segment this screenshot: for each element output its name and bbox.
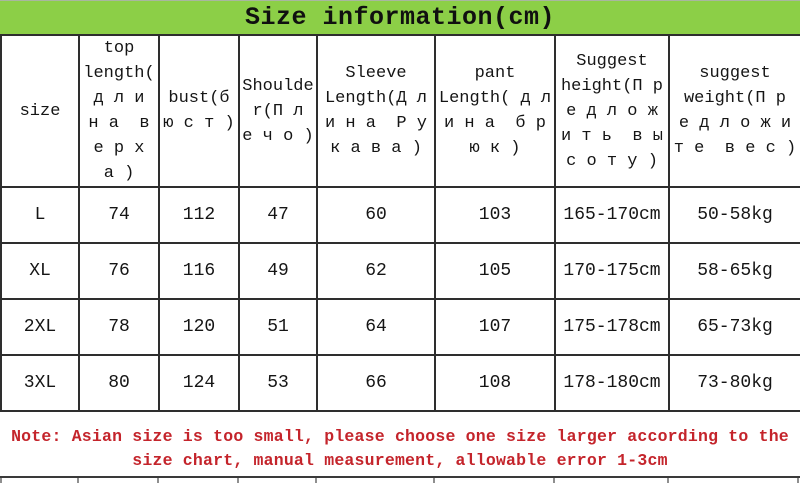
height-range-cell: 175-178cm [554,298,670,356]
measurement-cell: 107 [434,298,556,356]
col-header-suggest-height: Suggest height(П р е д л о ж и т ь в ы с… [554,34,670,188]
height-range-cell: 170-175cm [554,242,670,300]
measurement-cell: 74 [78,186,160,244]
size-table: size top length( д л и н а в е р х а ) b… [0,34,800,412]
measurement-cell: 112 [158,186,240,244]
header-row: size top length( д л и н а в е р х а ) b… [0,34,800,188]
measurement-cell: 108 [434,354,556,412]
table-row: 3XL 80 124 53 66 108 178-180cm 73-80kg [0,354,800,412]
measurement-cell: 60 [316,186,436,244]
size-row-label: 3XL [0,354,80,412]
measurement-cell: 103 [434,186,556,244]
measurement-cell: 62 [316,242,436,300]
measurement-cell: 116 [158,242,240,300]
measurement-cell: 80 [78,354,160,412]
col-header-top-length: top length( д л и н а в е р х а ) [78,34,160,188]
measurement-cell: 78 [78,298,160,356]
col-header-shoulder: Shoulde r(П л е ч о ) [238,34,318,188]
measurement-cell: 64 [316,298,436,356]
page-title: Size information(cm) [244,3,556,32]
weight-range-cell: 73-80kg [668,354,800,412]
note-text: Note: Asian size is too small, please ch… [0,425,800,473]
measurement-cell: 51 [238,298,318,356]
size-row-label: 2XL [0,298,80,356]
cropped-next-table-border [0,476,800,483]
size-row-label: L [0,186,80,244]
col-header-suggest-weight: suggest weight(П р е д л о ж и т е в е с… [668,34,800,188]
col-header-size: size [0,34,80,188]
note-line-2: size chart, manual measurement, allowabl… [132,451,668,470]
measurement-cell: 47 [238,186,318,244]
title-bar: Size information(cm) [0,0,800,34]
table-row: XL 76 116 49 62 105 170-175cm 58-65kg [0,242,800,300]
table-row: L 74 112 47 60 103 165-170cm 50-58kg [0,186,800,244]
weight-range-cell: 65-73kg [668,298,800,356]
height-range-cell: 165-170cm [554,186,670,244]
measurement-cell: 49 [238,242,318,300]
weight-range-cell: 58-65kg [668,242,800,300]
measurement-cell: 105 [434,242,556,300]
table-row: 2XL 78 120 51 64 107 175-178cm 65-73kg [0,298,800,356]
measurement-cell: 66 [316,354,436,412]
col-header-bust: bust(б ю с т ) [158,34,240,188]
note-line-1: Note: Asian size is too small, please ch… [11,427,789,446]
weight-range-cell: 50-58kg [668,186,800,244]
measurement-cell: 124 [158,354,240,412]
size-row-label: XL [0,242,80,300]
col-header-pant-length: pant Length( д л и н а б р ю к ) [434,34,556,188]
height-range-cell: 178-180cm [554,354,670,412]
measurement-cell: 120 [158,298,240,356]
measurement-cell: 76 [78,242,160,300]
col-header-sleeve-length: Sleeve Length(Д л и н а Р у к а в а ) [316,34,436,188]
measurement-cell: 53 [238,354,318,412]
